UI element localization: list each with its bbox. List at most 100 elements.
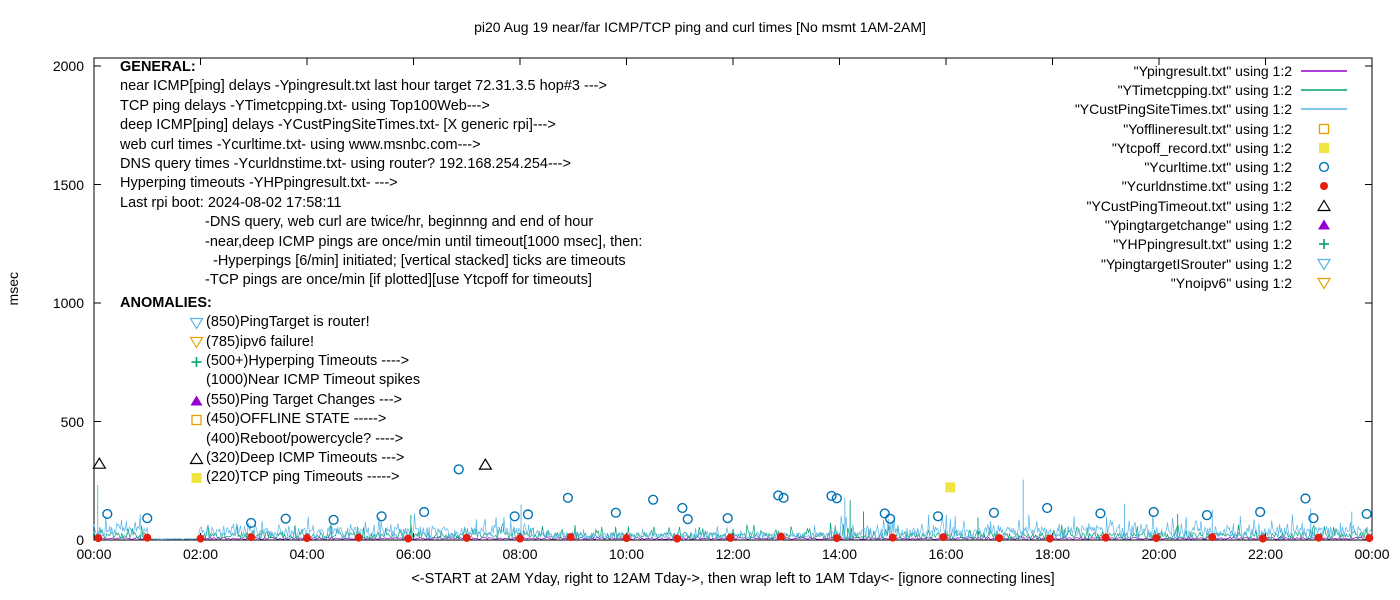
x-tick-label: 08:00 xyxy=(502,546,538,562)
general-line: -Hyperpings [6/min] initiated; [vertical… xyxy=(213,253,626,270)
legend-sample-line xyxy=(1300,63,1348,79)
anomaly-row: (785)ipv6 failure! xyxy=(120,333,642,352)
legend-sample-triangle-open-icon xyxy=(1300,198,1348,214)
general-line: Hyperping timeouts -YHPpingresult.txt- -… xyxy=(120,175,398,192)
x-axis-label: <-START at 2AM Yday, right to 12AM Tday-… xyxy=(411,571,1055,587)
general-line: web curl times -Ycurltime.txt- using www… xyxy=(120,136,481,153)
general-line: -near,deep ICMP pings are once/min until… xyxy=(205,233,643,250)
legend-sample-line xyxy=(1300,101,1348,117)
x-tick-label: 22:00 xyxy=(1247,546,1284,562)
x-tick-label: 00:00 xyxy=(1354,546,1390,562)
anomaly-row: (1000)Near ICMP Timeout spikes xyxy=(120,371,642,390)
legend-label: "Ycurltime.txt" using 1:2 xyxy=(1144,159,1292,176)
anomaly-row: (400)Reboot/powercycle? ----> xyxy=(120,430,642,449)
anomaly-text: (1000)Near ICMP Timeout spikes xyxy=(206,372,421,389)
legend-label: "Ypingtargetchange" using 1:2 xyxy=(1104,217,1292,234)
legend-label: "Yofflineresult.txt" using 1:2 xyxy=(1123,120,1292,137)
legend-label: "Ytcpoff_record.txt" using 1:2 xyxy=(1111,139,1292,156)
legend-row: "Yofflineresult.txt" using 1:2 xyxy=(1123,119,1348,138)
legend-sample-triangle-down-open-icon xyxy=(1300,275,1348,291)
legend-row: "YTimetcpping.txt" using 1:2 xyxy=(1118,80,1348,99)
general-line: -TCP pings are once/min [if plotted][use… xyxy=(205,272,592,289)
anomaly-no-icon xyxy=(188,431,205,447)
legend-row: "YHPpingresult.txt" using 1:2 xyxy=(1113,235,1348,254)
legend-sample-square-open-icon xyxy=(1300,121,1348,137)
y-tick-label: 1000 xyxy=(52,295,84,311)
general-line: TCP ping delays -YTimetcpping.txt- using… xyxy=(120,97,490,114)
legend-sample-plus-icon xyxy=(1300,236,1348,252)
legend-row: "Ypingresult.txt" using 1:2 xyxy=(1134,61,1348,80)
anomaly-square-open-icon xyxy=(188,412,205,428)
anomaly-text: (220)TCP ping Timeouts -----> xyxy=(206,469,400,486)
legend-label: "Ynoipv6" using 1:2 xyxy=(1170,274,1292,291)
y-tick-label: 2000 xyxy=(52,58,84,74)
anomaly-text: (550)Ping Target Changes ---> xyxy=(206,391,402,408)
x-tick-label: 18:00 xyxy=(1034,546,1071,562)
series-YCustPingSiteTimes.txt xyxy=(93,479,1373,540)
anomaly-triangle-filled-icon xyxy=(188,393,205,409)
annotation-block: GENERAL: near ICMP[ping] delays -Ypingres… xyxy=(120,58,642,488)
x-tick-label: 16:00 xyxy=(928,546,964,562)
legend-sample-line xyxy=(1300,82,1348,98)
general-line: deep ICMP[ping] delays -YCustPingSiteTim… xyxy=(120,117,556,134)
anomaly-triangle-open-icon xyxy=(188,451,205,467)
anomaly-text: (320)Deep ICMP Timeouts ---> xyxy=(206,450,405,467)
legend-row: "Ycurltime.txt" using 1:2 xyxy=(1144,157,1348,176)
legend-label: "YpingtargetISrouter" using 1:2 xyxy=(1100,255,1292,272)
y-tick-label: 0 xyxy=(76,532,84,548)
legend: "Ypingresult.txt" using 1:2 "YTimetcpping… xyxy=(1075,61,1348,293)
anomaly-row: (850)PingTarget is router! xyxy=(120,313,642,332)
legend-row: "Ypingtargetchange" using 1:2 xyxy=(1105,215,1348,234)
anomaly-row: (450)OFFLINE STATE -----> xyxy=(120,410,642,429)
legend-label: "YTimetcpping.txt" using 1:2 xyxy=(1117,81,1292,98)
general-line: DNS query times -Ycurldnstime.txt- using… xyxy=(120,156,571,173)
legend-row: "Ynoipv6" using 1:2 xyxy=(1171,273,1348,292)
legend-label: "YHPpingresult.txt" using 1:2 xyxy=(1113,236,1292,253)
legend-sample-circle-filled-icon xyxy=(1300,178,1348,194)
legend-label: "YCustPingTimeout.txt" using 1:2 xyxy=(1086,197,1292,214)
legend-row: "Ytcpoff_record.txt" using 1:2 xyxy=(1112,138,1348,157)
legend-row: "YCustPingSiteTimes.txt" using 1:2 xyxy=(1075,100,1348,119)
series-Ytcpoff_record.txt xyxy=(945,482,956,493)
anomaly-text: (500+)Hyperping Timeouts ----> xyxy=(206,353,410,370)
legend-label: "Ycurldnstime.txt" using 1:2 xyxy=(1121,178,1292,195)
anomaly-plus-icon xyxy=(188,354,205,370)
general-line: -DNS query, web curl are twice/hr, begin… xyxy=(205,214,594,231)
anomaly-triangle-down-open-icon xyxy=(188,334,205,350)
anomaly-triangle-down-open-icon xyxy=(188,315,205,331)
legend-row: "YpingtargetISrouter" using 1:2 xyxy=(1101,254,1348,273)
x-tick-label: 02:00 xyxy=(182,546,219,562)
series-Ycurltime.txt xyxy=(102,464,1372,529)
legend-sample-circle-open-icon xyxy=(1300,159,1348,175)
legend-label: "Ypingresult.txt" using 1:2 xyxy=(1133,62,1292,79)
x-tick-label: 06:00 xyxy=(395,546,432,562)
legend-sample-triangle-down-open-icon xyxy=(1300,256,1348,272)
x-tick-label: 12:00 xyxy=(715,546,751,562)
legend-sample-square-filled-icon xyxy=(1300,140,1348,156)
anomaly-row: (320)Deep ICMP Timeouts ---> xyxy=(120,449,642,468)
legend-sample-triangle-filled-icon xyxy=(1300,217,1348,233)
y-tick-label: 500 xyxy=(60,413,84,430)
anomaly-text: (400)Reboot/powercycle? ----> xyxy=(206,430,404,447)
general-line: near ICMP[ping] delays -Ypingresult.txt … xyxy=(120,78,607,95)
general-line: Last rpi boot: 2024-08-02 17:58:11 xyxy=(120,194,342,211)
general-heading: GENERAL: xyxy=(120,59,196,75)
anomaly-square-filled-icon xyxy=(188,470,205,486)
legend-row: "Ycurldnstime.txt" using 1:2 xyxy=(1122,177,1348,196)
anomaly-text: (850)PingTarget is router! xyxy=(206,314,370,331)
x-tick-label: 00:00 xyxy=(76,546,112,562)
x-tick-label: 20:00 xyxy=(1141,546,1177,562)
series-YCustPingTimeout.txt xyxy=(92,457,493,470)
anomaly-text: (450)OFFLINE STATE -----> xyxy=(206,411,387,428)
y-tick-label: 1500 xyxy=(52,176,84,193)
chart-title: pi20 Aug 19 near/far ICMP/TCP ping and c… xyxy=(474,19,926,35)
anomaly-row: (550)Ping Target Changes ---> xyxy=(120,391,642,410)
anomaly-row: (220)TCP ping Timeouts -----> xyxy=(120,468,642,487)
series-Ycurldnstime.txt xyxy=(94,532,1374,543)
x-tick-label: 14:00 xyxy=(821,546,858,562)
legend-label: "YCustPingSiteTimes.txt" using 1:2 xyxy=(1074,101,1292,118)
legend-row: "YCustPingTimeout.txt" using 1:2 xyxy=(1086,196,1348,215)
x-tick-label: 04:00 xyxy=(289,546,325,562)
